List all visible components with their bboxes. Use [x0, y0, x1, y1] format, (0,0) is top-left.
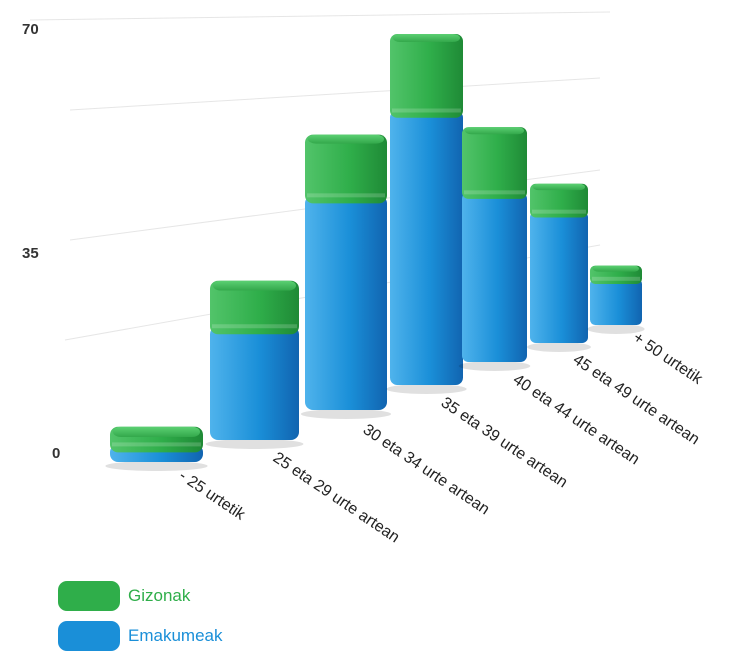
bar-group: [587, 265, 645, 334]
bar-emakumeak: [305, 195, 387, 410]
legend: Gizonak Emakumeak: [58, 578, 222, 658]
legend-swatch-gizonak: [58, 581, 120, 611]
bar-emakumeak: [390, 110, 463, 385]
legend-item-emakumeak: Emakumeak: [58, 618, 222, 654]
gridline: [29, 11, 611, 21]
bar-emakumeak: [210, 326, 299, 440]
bar-emakumeak: [590, 278, 642, 325]
bar-top-face: [113, 426, 200, 438]
stacked-bar-chart: 70 35 0 - 25 urtetik 25 eta 29 urte artea…: [22, 11, 706, 546]
gridline: [69, 77, 601, 111]
stack-separator: [307, 193, 385, 198]
bars: [105, 34, 645, 471]
bar-emakumeak: [462, 192, 527, 362]
bar-group: [386, 34, 467, 394]
bar-gizonak: [462, 127, 527, 199]
bar-group: [527, 183, 591, 352]
bar-gizonak: [390, 34, 463, 118]
legend-label-gizonak: Gizonak: [128, 586, 191, 605]
bar-top-face: [465, 127, 524, 135]
bar-group: [205, 280, 304, 449]
stack-separator: [112, 442, 201, 447]
bar-top-face: [213, 280, 296, 291]
bar-shadow: [205, 439, 304, 449]
bar-top-face: [308, 134, 384, 144]
x-tick-label: 30 eta 34 urte artean: [360, 421, 493, 518]
x-tick-label: + 50 urtetik: [630, 329, 706, 388]
bar-shadow: [527, 342, 591, 352]
stack-separator: [532, 209, 586, 214]
bar-emakumeak: [530, 211, 588, 343]
legend-label-emakumeak: Emakumeak: [128, 626, 223, 645]
bar-group: [300, 134, 392, 419]
y-tick-label: 0: [52, 445, 60, 462]
bar-gizonak: [305, 134, 387, 204]
bar-shadow: [300, 409, 392, 419]
bar-gizonak: [530, 183, 588, 218]
bar-group: [105, 426, 208, 471]
legend-swatch-emakumeak: [58, 621, 120, 651]
bar-top-face: [393, 34, 460, 43]
x-tick-label: - 25 urtetik: [176, 467, 249, 524]
legend-item-gizonak: Gizonak: [58, 578, 222, 614]
bar-top-face: [533, 183, 585, 191]
bar-group: [458, 127, 531, 371]
x-tick-label: 25 eta 29 urte artean: [270, 449, 403, 546]
stack-separator: [464, 190, 525, 195]
stack-separator: [592, 276, 640, 281]
stack-separator: [392, 108, 461, 113]
bar-shadow: [105, 461, 208, 471]
bar-top-face: [593, 265, 639, 272]
stack-separator: [212, 324, 297, 329]
y-tick-label: 35: [22, 245, 39, 262]
bar-shadow: [587, 324, 645, 334]
y-tick-label: 70: [22, 21, 39, 38]
bar-gizonak: [210, 280, 299, 335]
bar-shadow: [386, 384, 467, 394]
y-axis-ticks: 70 35 0: [22, 21, 60, 462]
bar-shadow: [458, 361, 531, 371]
